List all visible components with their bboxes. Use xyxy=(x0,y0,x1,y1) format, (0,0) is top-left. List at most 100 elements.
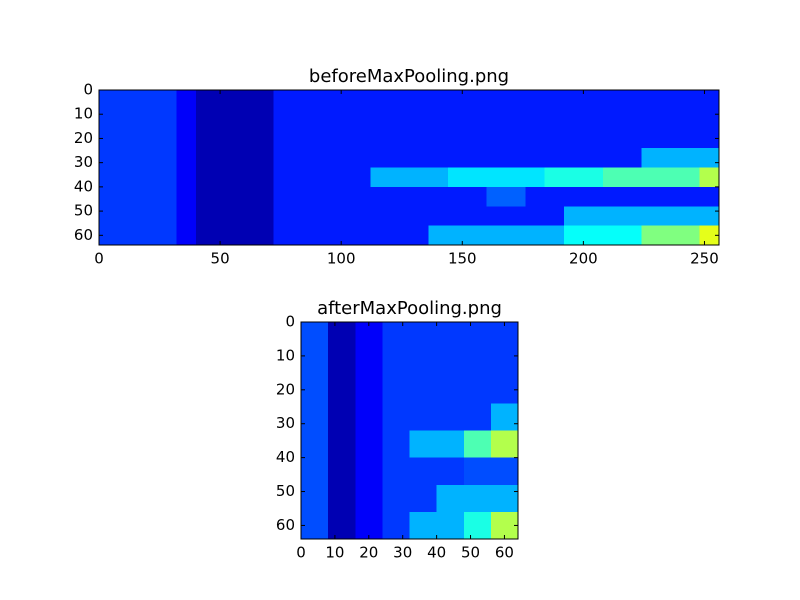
heatmap-cell xyxy=(505,167,526,188)
heatmap-cell xyxy=(273,109,294,130)
heatmap-cell xyxy=(99,109,119,130)
heatmap-cell xyxy=(157,206,178,227)
heatmap-cell xyxy=(273,167,294,188)
heatmap-cell xyxy=(428,186,449,207)
heatmap-cell xyxy=(463,484,492,513)
heatmap-cell xyxy=(382,349,411,377)
heatmap-cell xyxy=(467,128,488,149)
heatmap-cell xyxy=(436,403,465,432)
heatmap-cell xyxy=(118,206,139,227)
heatmap-cell xyxy=(328,322,356,350)
heatmap-cell xyxy=(622,167,643,188)
heatmap-cell xyxy=(355,457,383,486)
heatmap-cell xyxy=(699,109,720,130)
y-tick-label: 60 xyxy=(74,226,93,244)
heatmap-cell xyxy=(389,167,410,188)
heatmap-cell xyxy=(428,148,449,169)
heatmap-cell xyxy=(382,322,411,350)
heatmap-cell xyxy=(254,109,274,130)
heatmap-cell xyxy=(370,90,391,110)
heatmap-cell xyxy=(447,109,468,130)
x-tick-label: 200 xyxy=(569,250,598,268)
heatmap-cell xyxy=(660,109,681,130)
heatmap-cell xyxy=(355,403,383,432)
heatmap-cell xyxy=(370,206,391,227)
heatmap-cell xyxy=(447,225,468,246)
heatmap-cell xyxy=(680,186,701,207)
heatmap-cell xyxy=(641,206,662,227)
heatmap-cell xyxy=(99,167,119,188)
x-tick-label: 150 xyxy=(448,250,477,268)
heatmap-cell xyxy=(486,90,507,110)
heatmap-cell xyxy=(370,148,391,169)
x-tick-label: 0 xyxy=(296,544,306,562)
heatmap-cell xyxy=(292,186,313,207)
heatmap-cell xyxy=(428,167,449,188)
heatmap-cell xyxy=(292,148,313,169)
heatmap-cell xyxy=(254,90,274,110)
heatmap-cell xyxy=(436,484,465,513)
heatmap-cell xyxy=(467,109,488,130)
heatmap-cell xyxy=(564,186,584,207)
heatmap-cell xyxy=(564,206,584,227)
heatmap-cell xyxy=(447,167,468,188)
heatmap-cell xyxy=(447,90,468,110)
heatmap-cell xyxy=(525,225,546,246)
heatmap-cell xyxy=(583,109,604,130)
heatmap-cell xyxy=(467,206,488,227)
heatmap-cell xyxy=(602,186,623,207)
heatmap-cell xyxy=(447,186,468,207)
heatmap-cell xyxy=(699,148,720,169)
heatmap-cell xyxy=(157,167,178,188)
chart-title: beforeMaxPooling.png xyxy=(309,66,509,87)
heatmap-cell xyxy=(525,186,546,207)
heatmap-cell xyxy=(680,148,701,169)
heatmap-cell xyxy=(409,109,429,130)
heatmap-cell xyxy=(234,90,255,110)
heatmap-cell xyxy=(254,186,274,207)
heatmap-cell xyxy=(428,90,449,110)
heatmap-cell xyxy=(505,128,526,149)
y-tick-label: 50 xyxy=(74,202,93,220)
heatmap-cell xyxy=(490,376,519,404)
heatmap-cell xyxy=(301,484,329,513)
heatmap-cell xyxy=(544,90,565,110)
heatmap-cell xyxy=(176,109,197,130)
heatmap-cell xyxy=(99,225,119,246)
y-tick-label: 0 xyxy=(83,81,93,99)
heatmap-cell xyxy=(428,109,449,130)
heatmap-cell xyxy=(355,322,383,350)
heatmap-cell xyxy=(463,403,492,432)
heatmap-cell xyxy=(505,109,526,130)
heatmap-cell xyxy=(215,90,236,110)
heatmap-cell xyxy=(389,148,410,169)
x-tick-label: 30 xyxy=(393,544,412,562)
heatmap-cell xyxy=(118,167,139,188)
heatmap-cell xyxy=(436,376,465,404)
heatmap-cell xyxy=(602,225,623,246)
heatmap-cell xyxy=(660,225,681,246)
heatmap-cell xyxy=(234,225,255,246)
heatmap-cell xyxy=(447,148,468,169)
heatmap-cell xyxy=(292,167,313,188)
x-tick-label: 0 xyxy=(94,250,104,268)
y-tick-label: 50 xyxy=(276,482,295,500)
heatmap-cell xyxy=(292,90,313,110)
heatmap-cell xyxy=(118,186,139,207)
heatmap-cell xyxy=(328,376,356,404)
heatmap-cell xyxy=(273,90,294,110)
heatmap-cell xyxy=(447,128,468,149)
heatmap-cell xyxy=(195,148,216,169)
heatmap-cell xyxy=(602,90,623,110)
heatmap-cell xyxy=(99,206,119,227)
heatmap-cell xyxy=(525,90,546,110)
heatmap-cell xyxy=(157,128,178,149)
heatmap-cell xyxy=(215,186,236,207)
heatmap-cell xyxy=(389,225,410,246)
heatmap-cell xyxy=(350,225,371,246)
heatmap-cell xyxy=(331,225,352,246)
heatmap-cell xyxy=(312,206,333,227)
heatmap-cell xyxy=(328,511,356,540)
heatmap-cell xyxy=(312,167,333,188)
heatmap-cell xyxy=(382,484,411,513)
